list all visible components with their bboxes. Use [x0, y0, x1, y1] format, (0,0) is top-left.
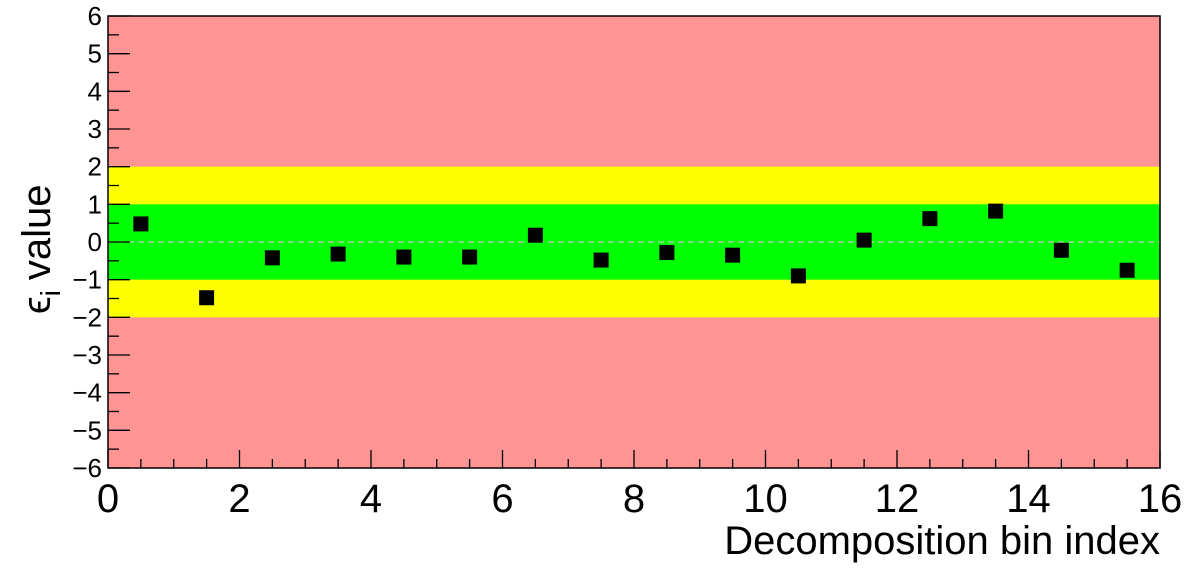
y-tick-label: 3	[88, 114, 102, 144]
y-tick-label: 5	[88, 39, 102, 69]
y-tick-label: 6	[88, 1, 102, 31]
y-axis-subscript: i	[35, 290, 66, 296]
y-tick-label: 4	[88, 76, 102, 106]
data-point	[330, 246, 346, 262]
data-points	[133, 203, 1135, 306]
data-point	[988, 203, 1004, 219]
axis-ticks	[107, 15, 1161, 469]
data-point	[725, 247, 741, 263]
data-point	[462, 249, 478, 265]
x-tick-label: 6	[491, 477, 513, 521]
data-point	[856, 232, 872, 248]
data-point	[593, 252, 609, 268]
data-point	[1119, 262, 1135, 278]
y-tick-label: 2	[88, 152, 102, 182]
y-tick-label: −2	[72, 302, 102, 332]
y-tick-labels: −6 −5 −4 −3 −2 −1 0 1 2 3 4 5 6	[72, 1, 102, 483]
y-tick-label: −1	[72, 265, 102, 295]
y-tick-label: 0	[88, 227, 102, 257]
y-axis-label: value	[15, 184, 59, 280]
data-point	[922, 211, 938, 227]
x-tick-label: 14	[1006, 477, 1051, 521]
data-point	[659, 245, 675, 261]
data-point	[199, 290, 215, 306]
y-tick-label: −5	[72, 415, 102, 445]
x-tick-label: 8	[623, 477, 645, 521]
y-tick-label: −6	[72, 453, 102, 483]
data-point	[133, 216, 149, 232]
data-point	[264, 250, 280, 266]
x-tick-labels: 0 2 4 6 8 10 12 14 16	[97, 477, 1182, 521]
x-tick-label: 10	[743, 477, 788, 521]
data-point	[396, 249, 412, 265]
x-tick-label: 4	[360, 477, 382, 521]
data-point	[1053, 242, 1069, 258]
y-tick-label: −3	[72, 340, 102, 370]
data-point	[527, 227, 543, 243]
y-axis-symbol: ϵ	[15, 296, 59, 314]
y-axis-title: ϵi value	[15, 184, 66, 314]
y-tick-label: 1	[88, 189, 102, 219]
x-axis-title: Decomposition bin index	[724, 519, 1160, 563]
y-tick-label: −4	[72, 378, 102, 408]
data-point	[790, 268, 806, 284]
x-tick-label: 2	[228, 477, 250, 521]
x-tick-label: 16	[1138, 477, 1183, 521]
x-tick-label: 0	[97, 477, 119, 521]
x-tick-label: 12	[875, 477, 920, 521]
svg-text:ϵivalue: ϵi value	[15, 184, 66, 314]
